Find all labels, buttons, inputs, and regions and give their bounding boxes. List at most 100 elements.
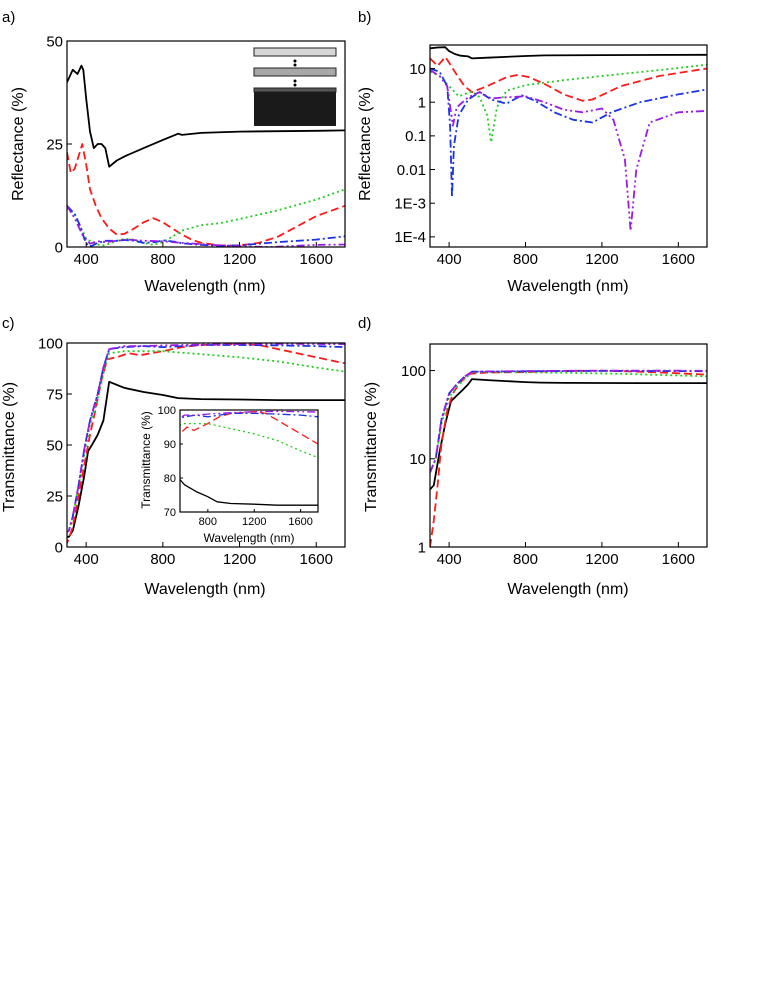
plot-area-c-series-group [67,343,345,546]
x-tick-label: 1600 [288,516,312,528]
x-tick-label: 1200 [242,516,266,528]
y-tick-label: 25 [46,488,63,505]
plot-area-b: 400 800 1200 1600 1E-4 1E-3 0.01 0.1 1 10 [394,44,708,268]
series-line-2 [430,56,707,102]
panel-b: b) 400 800 1200 1600 1E-4 1E-3 0.01 0.1 1 10 Wave… [357,9,708,295]
series-line-2 [180,411,318,445]
x-tick-label: 1600 [662,551,695,568]
y-tick-label: 100 [38,335,63,352]
plot-area-a-series-group [67,64,345,247]
series-line-5 [180,410,318,419]
plot-area-d: 400 800 1200 1600 1 10 100 [401,343,708,568]
layer-dots [293,83,297,87]
layer-top [253,47,337,57]
x-tick-label: 400 [74,251,99,268]
x-axis-title-a: Wavelength (nm) [144,278,265,295]
panel-letter-c: c) [2,315,15,332]
y-tick-label: 50 [46,437,63,454]
plot-area-d-series-group [430,369,707,547]
inset-y-axis-title: Transmittance (%) [139,411,153,509]
y-tick-label: 80 [164,473,176,485]
series-line-1 [430,378,707,491]
substrate [254,92,336,126]
y-axis-title-c: Transmittance (%) [1,382,18,512]
y-tick-label: 100 [158,405,176,417]
panel-letter-a: a) [2,9,15,26]
y-tick-label: 0 [55,239,63,256]
layer-middle [253,67,337,77]
plot-area-b-series-group [430,46,707,232]
series-line-4 [430,67,707,199]
plot-area-d-background [430,344,707,547]
series-line-5 [67,205,345,247]
y-tick-label: 10 [409,451,426,468]
plot-area-c-inset-background [180,410,318,512]
series-line-1 [67,380,345,538]
y-axis-title-a: Reflectance (%) [10,87,27,201]
x-tick-label: 1200 [585,251,618,268]
y-axis-title-d: Transmittance (%) [363,382,380,512]
x-tick-label: 1600 [662,251,695,268]
y-tick-label: 50 [46,33,63,50]
y-tick-label: 1E-4 [394,229,426,246]
x-axis-title-c: Wavelength (nm) [144,581,265,598]
series-line-1 [67,64,345,168]
x-tick-label: 800 [513,551,538,568]
plot-frame [429,44,708,248]
panel-letter-b: b) [358,9,371,26]
series-line-2 [67,343,345,546]
y-tick-label: 0.01 [397,162,426,179]
panel-c: c) 400 800 1200 1600 0 25 50 75 100 Wavelength (… [1,315,346,598]
x-tick-label: 1200 [585,551,618,568]
y-tick-label: 100 [401,363,426,380]
x-tick-label: 1200 [223,251,256,268]
layer-dots [293,79,297,83]
x-axis-title-b: Wavelength (nm) [507,278,628,295]
series-line-3 [430,371,707,473]
layer-dots [293,59,297,63]
plot-frame [179,409,319,513]
series-line-4 [67,205,345,247]
x-axis-title-d: Wavelength (nm) [507,581,628,598]
series-line-4 [180,412,318,420]
layer-dots [293,63,297,67]
series-line-1 [180,478,318,506]
panel-a: a) 400 800 1200 1600 0 25 50 Wavelength (nm) R… [2,9,346,295]
plot-frame [429,343,708,548]
y-tick-label: 1E-3 [394,195,426,212]
series-line-3 [67,350,345,533]
y-tick-label: 0.1 [405,128,426,145]
layer-structure-inset [253,47,337,126]
x-tick-label: 800 [150,251,175,268]
y-tick-label: 90 [164,439,176,451]
series-line-1 [430,46,707,60]
x-tick-label: 1200 [223,551,256,568]
x-tick-label: 1600 [300,251,333,268]
series-line-5 [430,69,707,232]
inset-x-axis-title: Wavelength (nm) [204,531,295,545]
y-tick-label: 1 [418,94,426,111]
y-axis-title-b: Reflectance (%) [357,87,374,201]
y-tick-label: 10 [409,61,426,78]
y-tick-label: 75 [46,386,63,403]
x-tick-label: 400 [437,251,462,268]
x-tick-label: 800 [150,551,175,568]
series-line-2 [67,143,345,247]
series-line-4 [67,344,345,533]
y-tick-label: 25 [46,136,63,153]
y-tick-label: 70 [164,507,176,519]
x-tick-label: 400 [437,551,462,568]
plot-area-c-inset-series-group [180,410,318,506]
layer-bottom-thin [253,87,337,93]
series-line-5 [430,369,707,473]
plot-area-c-inset: 800 1200 1600 70 80 90 100 [158,405,319,528]
x-tick-label: 400 [74,551,99,568]
x-tick-label: 800 [513,251,538,268]
y-tick-label: 1 [418,539,426,556]
x-tick-label: 1600 [300,551,333,568]
panel-letter-d: d) [358,315,371,332]
series-line-3 [67,188,345,247]
y-tick-label: 0 [55,539,63,556]
